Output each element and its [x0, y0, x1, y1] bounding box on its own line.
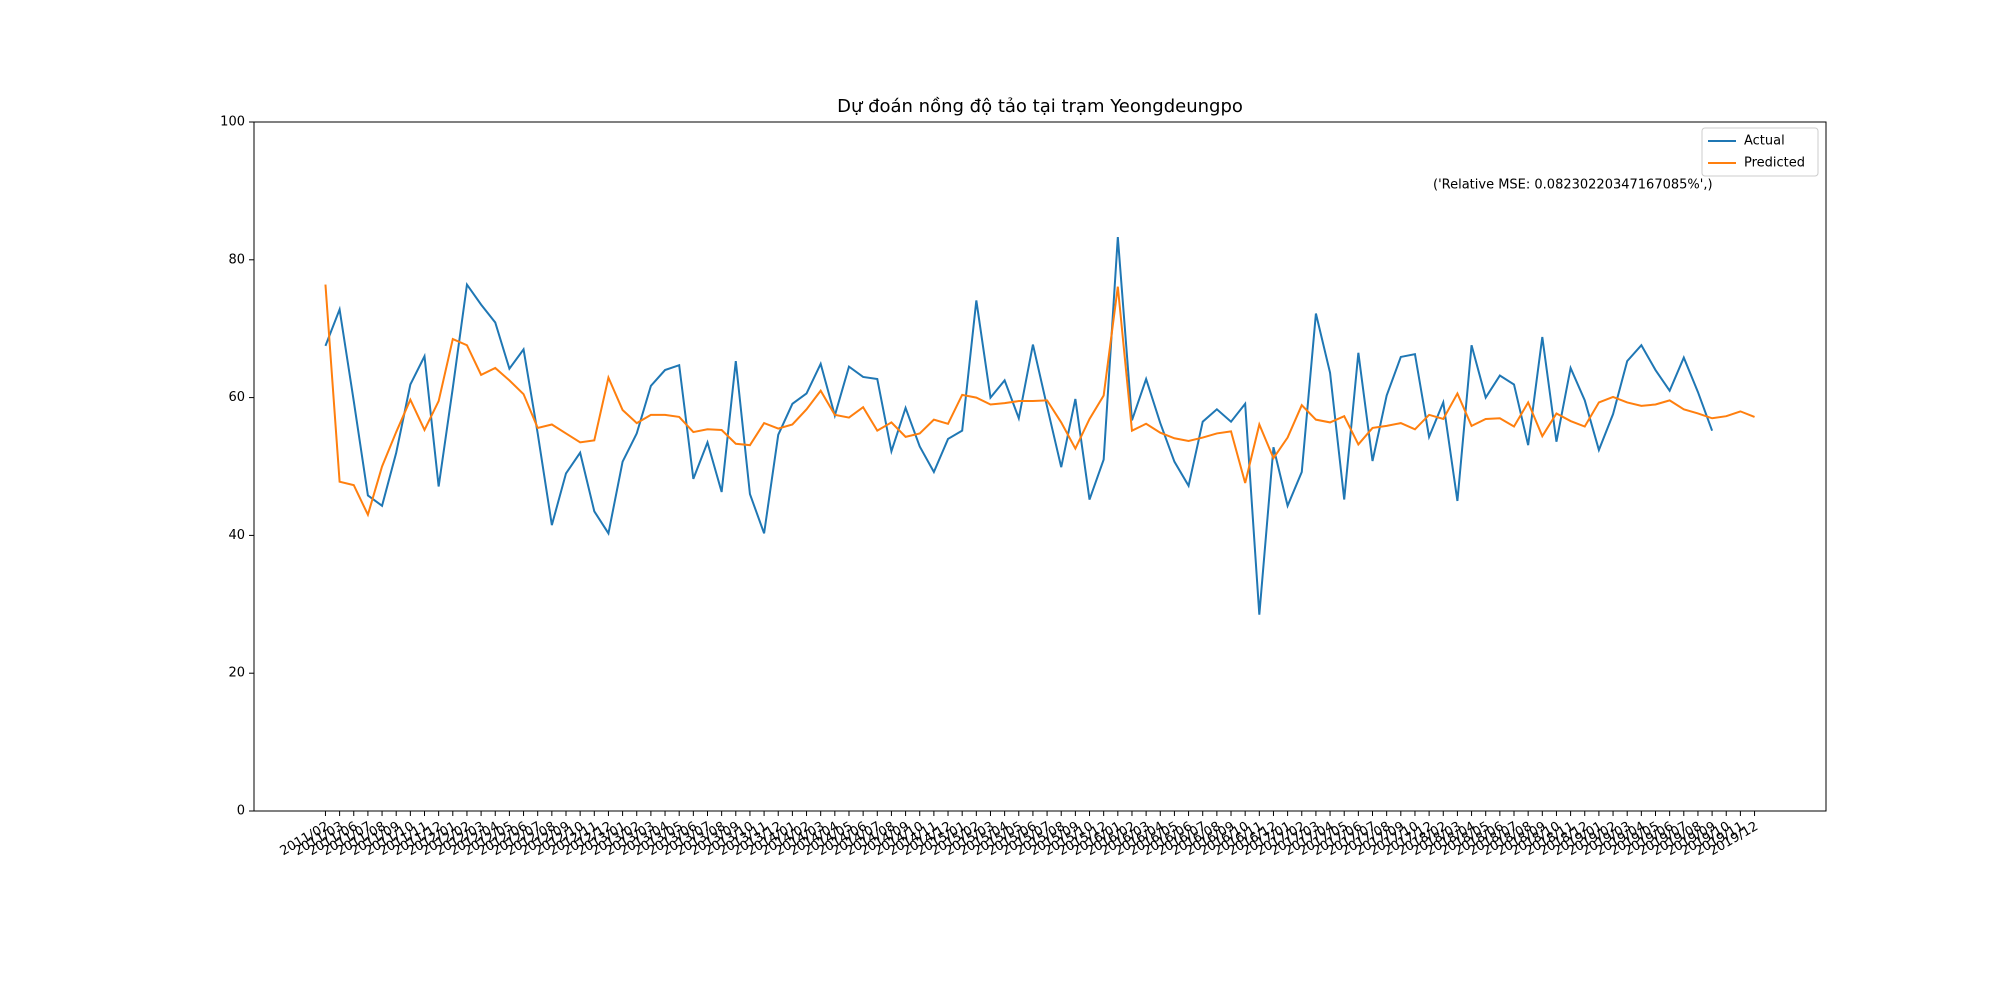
- y-tick-label: 80: [228, 252, 245, 267]
- legend-label: Predicted: [1744, 156, 1805, 171]
- chart-title: Dự đoán nồng độ tảo tại trạm Yeongdeungp…: [837, 96, 1243, 117]
- y-tick-label: 100: [220, 115, 245, 130]
- line-series: [324, 236, 1714, 615]
- annotation: ('Relative MSE: 0.08230220347167085%',): [1433, 178, 1713, 193]
- y-tick-label: 0: [237, 804, 245, 819]
- y-tick-label: 40: [228, 528, 245, 543]
- y-tick-label: 60: [228, 390, 245, 405]
- axes-frame: [253, 121, 1827, 812]
- legend-label: Actual: [1744, 134, 1785, 149]
- y-tick-label: 20: [228, 666, 245, 681]
- line-series: [324, 284, 1755, 518]
